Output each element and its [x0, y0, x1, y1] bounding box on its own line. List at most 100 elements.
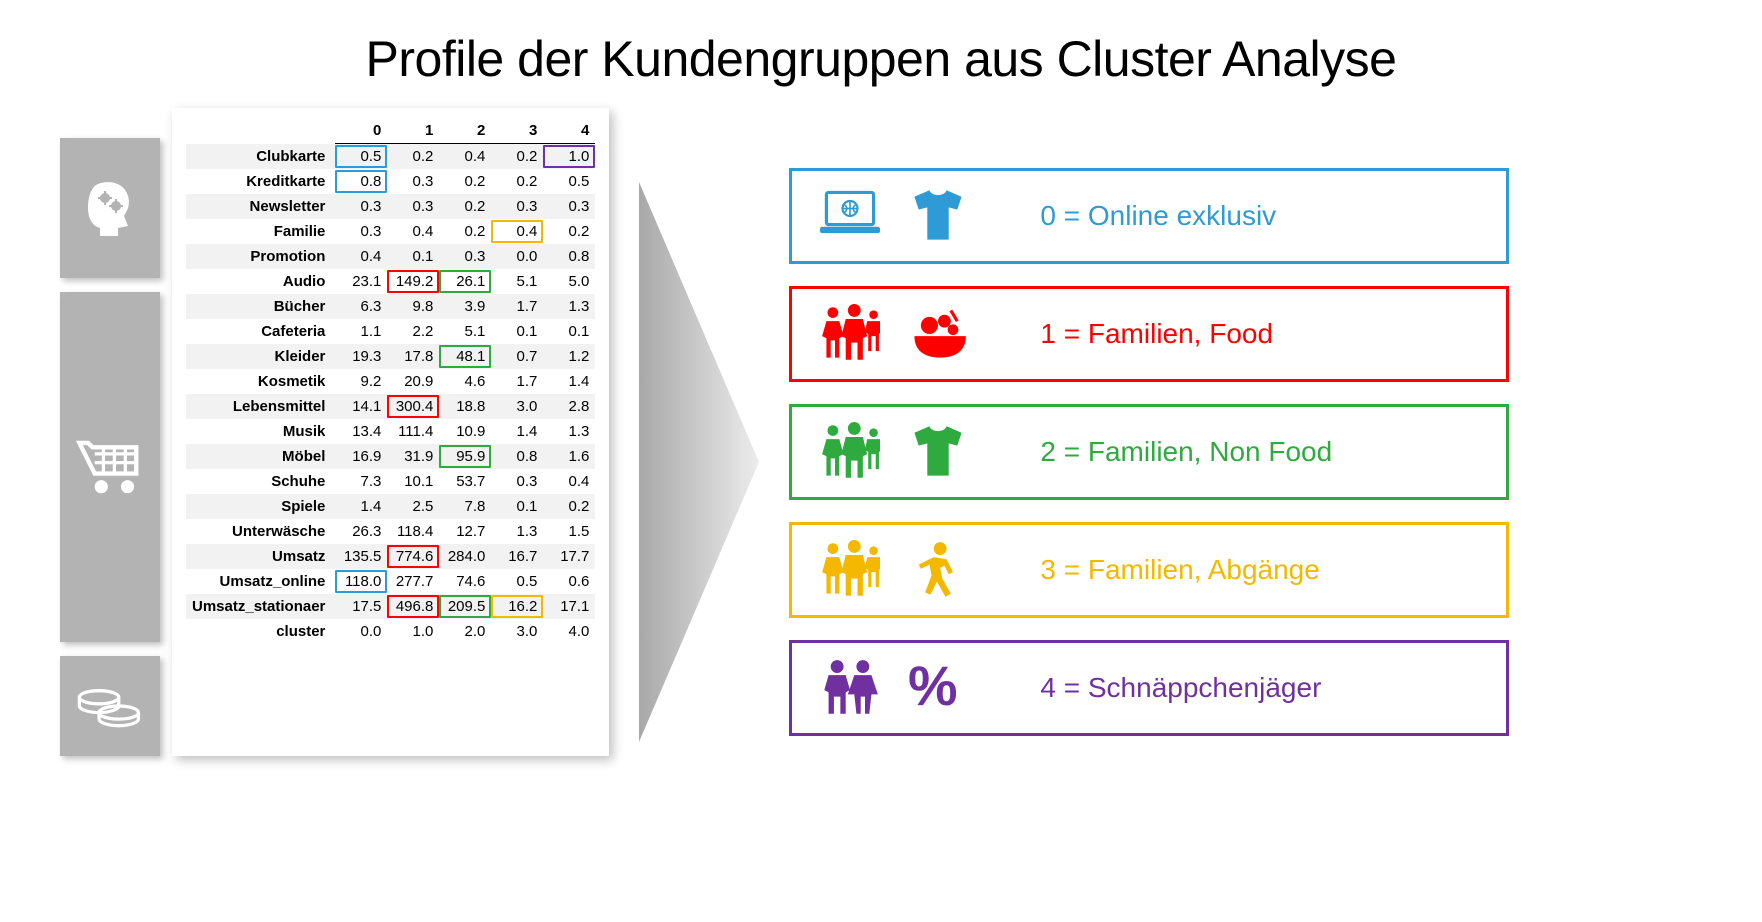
laptop-icon — [820, 186, 880, 246]
legend-row: 4 = Schnäppchenjäger — [789, 640, 1509, 736]
row-label: cluster — [186, 619, 335, 644]
cell: 14.1 — [335, 394, 387, 419]
cell: 1.7 — [491, 294, 543, 319]
foodbowl-icon — [908, 304, 968, 364]
side-icon-column — [60, 108, 160, 756]
cell: 0.1 — [491, 319, 543, 344]
table-row: Umsatz_stationaer17.5496.8209.516.217.1 — [186, 594, 595, 619]
cell: 13.4 — [335, 419, 387, 444]
cell: 20.9 — [387, 369, 439, 394]
row-label: Kleider — [186, 344, 335, 369]
cell: 17.7 — [543, 544, 595, 569]
cell: 48.1 — [439, 344, 491, 369]
col-header: 4 — [543, 118, 595, 144]
row-label: Spiele — [186, 494, 335, 519]
iconbox-cart — [60, 292, 160, 642]
table-row: Clubkarte0.50.20.40.21.0 — [186, 144, 595, 170]
cell: 9.8 — [387, 294, 439, 319]
cell: 0.3 — [387, 169, 439, 194]
col-header: 1 — [387, 118, 439, 144]
cell: 0.3 — [491, 194, 543, 219]
cell: 0.0 — [491, 244, 543, 269]
cell: 1.3 — [491, 519, 543, 544]
cell: 0.1 — [491, 494, 543, 519]
cell: 284.0 — [439, 544, 491, 569]
cell: 74.6 — [439, 569, 491, 594]
cell: 5.0 — [543, 269, 595, 294]
cell: 774.6 — [387, 544, 439, 569]
cell: 1.1 — [335, 319, 387, 344]
table-row: Lebensmittel14.1300.418.83.02.8 — [186, 394, 595, 419]
arrow — [639, 182, 759, 742]
cell: 2.0 — [439, 619, 491, 644]
row-label: Unterwäsche — [186, 519, 335, 544]
table-row: Unterwäsche26.3118.412.71.31.5 — [186, 519, 595, 544]
table-row: Promotion0.40.10.30.00.8 — [186, 244, 595, 269]
cell: 0.3 — [387, 194, 439, 219]
cell: 0.3 — [335, 194, 387, 219]
content-row: 01234Clubkarte0.50.20.40.21.0Kreditkarte… — [0, 108, 1762, 756]
cart-icon — [75, 432, 145, 502]
cell: 95.9 — [439, 444, 491, 469]
cell: 0.2 — [491, 169, 543, 194]
cell: 7.3 — [335, 469, 387, 494]
cell: 0.2 — [543, 494, 595, 519]
row-label: Clubkarte — [186, 144, 335, 170]
row-label: Möbel — [186, 444, 335, 469]
cell: 3.9 — [439, 294, 491, 319]
head-gears-icon — [78, 176, 142, 240]
cell: 2.2 — [387, 319, 439, 344]
cell: 0.4 — [439, 144, 491, 170]
cluster-table: 01234Clubkarte0.50.20.40.21.0Kreditkarte… — [172, 108, 609, 756]
cell: 19.3 — [335, 344, 387, 369]
row-label: Kreditkarte — [186, 169, 335, 194]
cell: 0.2 — [491, 144, 543, 170]
cell: 10.9 — [439, 419, 491, 444]
cell: 12.7 — [439, 519, 491, 544]
page-title: Profile der Kundengruppen aus Cluster An… — [0, 0, 1762, 108]
legend-row: 2 = Familien, Non Food — [789, 404, 1509, 500]
row-label: Kosmetik — [186, 369, 335, 394]
row-label: Umsatz_stationaer — [186, 594, 335, 619]
cell: 0.4 — [335, 244, 387, 269]
left-block: 01234Clubkarte0.50.20.40.21.0Kreditkarte… — [60, 108, 609, 756]
table-row: Kleider19.317.848.10.71.2 — [186, 344, 595, 369]
cell: 0.1 — [387, 244, 439, 269]
cell: 0.2 — [439, 194, 491, 219]
family-icon — [820, 304, 880, 364]
cell: 2.5 — [387, 494, 439, 519]
percent-icon — [908, 658, 968, 718]
cell: 6.3 — [335, 294, 387, 319]
table-row: Audio23.1149.226.15.15.0 — [186, 269, 595, 294]
row-label: Umsatz_online — [186, 569, 335, 594]
legend-row: 0 = Online exklusiv — [789, 168, 1509, 264]
row-label: Musik — [186, 419, 335, 444]
cell: 0.5 — [335, 144, 387, 170]
cell: 3.0 — [491, 394, 543, 419]
cell: 300.4 — [387, 394, 439, 419]
cell: 17.8 — [387, 344, 439, 369]
cell: 7.8 — [439, 494, 491, 519]
cell: 4.0 — [543, 619, 595, 644]
table-row: cluster0.01.02.03.04.0 — [186, 619, 595, 644]
cell: 0.3 — [439, 244, 491, 269]
cell: 1.3 — [543, 294, 595, 319]
cell: 0.5 — [491, 569, 543, 594]
cell: 0.5 — [543, 169, 595, 194]
cell: 0.2 — [543, 219, 595, 244]
col-header: 3 — [491, 118, 543, 144]
family-icon — [820, 422, 880, 482]
cell: 3.0 — [491, 619, 543, 644]
table-row: Kosmetik9.220.94.61.71.4 — [186, 369, 595, 394]
iconbox-coins — [60, 656, 160, 756]
cell: 0.3 — [491, 469, 543, 494]
cell: 1.6 — [543, 444, 595, 469]
family-icon — [820, 540, 880, 600]
cell: 118.0 — [335, 569, 387, 594]
table-row: Musik13.4111.410.91.41.3 — [186, 419, 595, 444]
cell: 0.2 — [387, 144, 439, 170]
legend-label: 0 = Online exklusiv — [1040, 200, 1276, 232]
cell: 0.3 — [335, 219, 387, 244]
cell: 17.5 — [335, 594, 387, 619]
legend-label: 2 = Familien, Non Food — [1040, 436, 1332, 468]
